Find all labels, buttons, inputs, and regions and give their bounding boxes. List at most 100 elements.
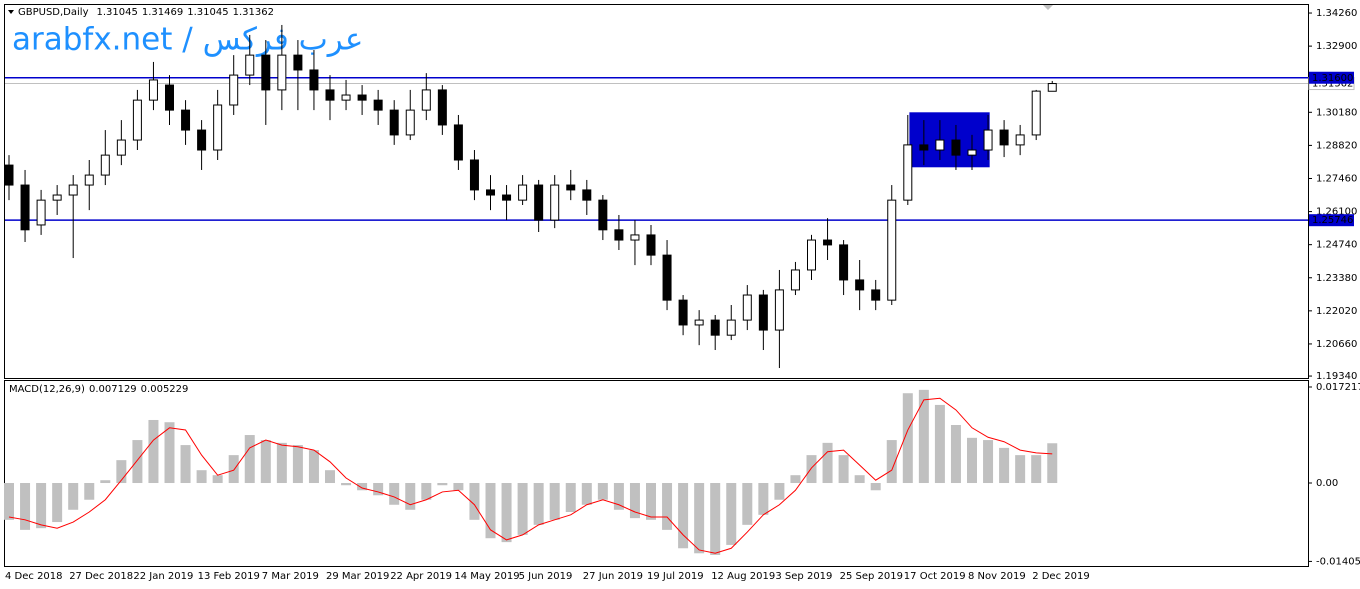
candle-body bbox=[919, 144, 929, 151]
candle-body bbox=[983, 129, 993, 151]
macd-bar bbox=[950, 425, 961, 484]
candle-body bbox=[871, 289, 881, 301]
candle-body bbox=[710, 319, 720, 336]
price-panel bbox=[4, 4, 1309, 379]
macd-bar bbox=[983, 440, 994, 484]
macd-bar bbox=[405, 483, 416, 510]
y-tick-label: 0.017217 bbox=[1316, 382, 1360, 393]
macd-header: MACD(12,26,9) 0.007129 0.005229 bbox=[9, 384, 188, 395]
macd-bar bbox=[517, 483, 528, 535]
y-tick-label: 1.19340 bbox=[1316, 371, 1357, 382]
x-tick-label: 12 Aug 2019 bbox=[711, 571, 775, 582]
candle-body bbox=[486, 189, 495, 196]
x-tick-label: 22 Jan 2019 bbox=[133, 571, 193, 582]
candle-body bbox=[646, 234, 656, 256]
symbol: GBPUSD,Daily bbox=[18, 7, 89, 18]
macd-bar bbox=[148, 419, 159, 484]
x-tick-label: 2 Dec 2019 bbox=[1032, 571, 1090, 582]
macd-bar bbox=[357, 483, 368, 491]
macd-bar bbox=[1015, 455, 1026, 484]
candle-body bbox=[951, 139, 961, 156]
candle-body bbox=[197, 129, 207, 151]
macd-bar bbox=[549, 483, 560, 520]
x-tick-label: 27 Jun 2019 bbox=[583, 571, 643, 582]
y-tick-label: 1.22020 bbox=[1316, 306, 1357, 317]
macd-panel bbox=[4, 380, 1309, 567]
macd-bar bbox=[308, 450, 319, 484]
macd-bar bbox=[292, 445, 303, 484]
macd-bar bbox=[902, 393, 913, 484]
candle-body bbox=[566, 184, 576, 191]
macd-bar bbox=[68, 483, 79, 510]
y-tick-label: 1.24740 bbox=[1316, 240, 1357, 251]
macd-bar bbox=[1047, 443, 1058, 484]
macd-bar bbox=[260, 440, 271, 484]
x-tick-label: 19 Jul 2019 bbox=[647, 571, 704, 582]
y-tick-label: 1.28820 bbox=[1316, 140, 1357, 151]
macd-bar bbox=[36, 483, 47, 529]
macd-bar bbox=[758, 483, 769, 515]
candle-body bbox=[148, 79, 158, 101]
x-tick-label: 4 Dec 2018 bbox=[5, 571, 63, 582]
candle-body bbox=[662, 254, 672, 301]
macd-bar bbox=[276, 442, 287, 484]
macd-bar bbox=[646, 483, 656, 520]
candle-body bbox=[325, 89, 335, 101]
candle-body bbox=[742, 294, 752, 321]
candle-body bbox=[967, 149, 977, 156]
shift-marker bbox=[1043, 5, 1053, 10]
candle-body bbox=[469, 159, 479, 191]
macd-bar bbox=[597, 483, 608, 500]
candle-body bbox=[1015, 134, 1025, 146]
macd-bar bbox=[52, 483, 63, 523]
candle-body bbox=[229, 74, 239, 106]
y-tick-label: 1.32900 bbox=[1316, 41, 1357, 52]
x-tick-label: 7 Mar 2019 bbox=[262, 571, 319, 582]
macd-bar bbox=[1031, 455, 1042, 484]
candle-body bbox=[598, 199, 608, 231]
candle-body bbox=[726, 319, 736, 336]
x-tick-label: 29 Mar 2019 bbox=[326, 571, 389, 582]
x-tick-label: 8 Nov 2019 bbox=[968, 571, 1026, 582]
candle-body bbox=[855, 279, 865, 291]
candle-body bbox=[774, 289, 784, 331]
symbol-header: GBPUSD,Daily 1.31045 1.31469 1.31045 1.31362 bbox=[18, 7, 274, 18]
macd-bar bbox=[999, 447, 1010, 484]
y-tick-label: 1.26100 bbox=[1316, 207, 1357, 218]
bid-label: 1.31362 bbox=[1312, 79, 1353, 90]
candle-body bbox=[1047, 83, 1057, 92]
candle-body bbox=[935, 139, 945, 151]
candle-body bbox=[132, 99, 142, 141]
y-tick-label: 1.23380 bbox=[1316, 273, 1357, 284]
macd-value: 0.007129 bbox=[89, 384, 137, 395]
macd-bar bbox=[341, 483, 352, 486]
x-tick-label: 3 Sep 2019 bbox=[775, 571, 832, 582]
macd-bar bbox=[501, 483, 512, 543]
y-tick-label: 0.00 bbox=[1316, 478, 1338, 489]
candle-body bbox=[373, 99, 383, 111]
candle-body bbox=[68, 184, 78, 196]
macd-bar bbox=[180, 445, 191, 484]
x-tick-label: 27 Dec 2018 bbox=[69, 571, 133, 582]
macd-bar bbox=[100, 480, 111, 484]
menu-arrow bbox=[8, 10, 14, 14]
macd-bar bbox=[854, 475, 865, 484]
macd-bar bbox=[469, 483, 480, 520]
candle-body bbox=[100, 154, 110, 176]
candle-body bbox=[790, 269, 800, 291]
macd-title: MACD(12,26,9) bbox=[9, 384, 85, 395]
candle-body bbox=[903, 144, 913, 201]
candle-body bbox=[550, 184, 560, 221]
hline-label-box bbox=[1309, 214, 1354, 227]
candle-body bbox=[534, 184, 544, 221]
macd-bar bbox=[437, 483, 448, 486]
candle-body bbox=[999, 129, 1009, 146]
macd-bar bbox=[918, 389, 929, 484]
candle-body bbox=[20, 184, 30, 231]
header-low: 1.31045 bbox=[187, 7, 228, 18]
x-tick-label: 13 Feb 2019 bbox=[198, 571, 260, 582]
candle-body bbox=[614, 229, 624, 241]
candle-body bbox=[582, 189, 592, 201]
watermark: arabfx.net / عرب فركس bbox=[12, 22, 363, 58]
